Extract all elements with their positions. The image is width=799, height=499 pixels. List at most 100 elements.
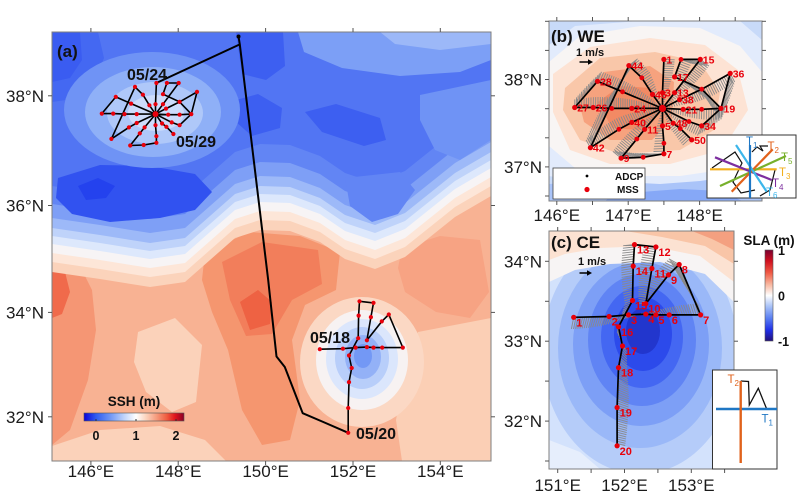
- adcp-velocity-vector: [638, 288, 649, 291]
- mss-station-marker: [128, 143, 133, 148]
- adcp-velocity-vector: [617, 402, 629, 408]
- adcp-velocity-vector: [703, 120, 708, 132]
- adcp-velocity-vector: [622, 253, 634, 257]
- adcp-velocity-vector: [618, 117, 624, 128]
- panel-b-frame: [548, 20, 763, 202]
- lat-tick-label: 34°N: [504, 252, 542, 271]
- adcp-velocity-vector: [589, 130, 595, 140]
- adcp-velocity-vector: [678, 132, 686, 140]
- adcp-velocity-vector: [671, 125, 677, 131]
- adcp-velocity-vector: [621, 258, 634, 261]
- mss-station-marker: [368, 315, 373, 320]
- adcp-velocity-vector: [677, 117, 682, 124]
- adcp-velocity-vector: [620, 116, 626, 127]
- adcp-velocity-vector: [676, 69, 687, 75]
- adcp-velocity-vector: [716, 111, 718, 123]
- adcp-velocity-vector: [675, 116, 680, 122]
- station-label: 13: [637, 245, 649, 257]
- station-label: 8: [682, 265, 688, 277]
- lon-tick-label: 146°E: [68, 462, 115, 481]
- adcp-velocity-vector: [577, 95, 579, 105]
- adcp-velocity-vector: [648, 83, 655, 89]
- adcp-velocity-vector: [613, 149, 623, 157]
- station-label: 42: [593, 143, 605, 155]
- adcp-velocity-vector: [616, 436, 627, 440]
- mss-station-marker: [141, 142, 146, 148]
- adcp-velocity-vector: [678, 87, 686, 93]
- station-label: 40: [634, 117, 646, 129]
- sla-contour-band: [549, 440, 600, 469]
- ssh-colorbar-scale: [83, 412, 185, 422]
- adcp-velocity-vector: [643, 119, 650, 125]
- adcp-velocity-vector: [616, 427, 628, 431]
- mss-station-marker: [639, 75, 645, 81]
- adcp-velocity-vector: [596, 316, 601, 327]
- station-label: 28: [600, 76, 612, 88]
- adcp-velocity-vector: [617, 384, 629, 391]
- mss-station-marker: [618, 155, 624, 161]
- transect-letter: T: [779, 167, 786, 179]
- adcp-velocity-vector: [589, 136, 595, 146]
- adcp-velocity-vector: [687, 74, 697, 82]
- mss-station-marker: [606, 313, 612, 320]
- adcp-velocity-vector: [714, 113, 717, 125]
- adcp-velocity-vector: [622, 246, 635, 249]
- adcp-velocity-vector: [727, 82, 733, 92]
- ssh-colorbar-ticks: 0 1 2: [93, 419, 180, 443]
- adcp-velocity-vector: [611, 120, 618, 131]
- adcp-velocity-vector: [682, 120, 688, 128]
- sla-colorbar-scale: [764, 249, 774, 342]
- adcp-velocity-vector: [714, 101, 717, 113]
- adcp-velocity-vector: [624, 151, 635, 159]
- mss-station-marker: [371, 300, 376, 305]
- colorbar-tick-label: -1: [778, 335, 789, 349]
- adcp-velocity-vector: [616, 413, 629, 419]
- adcp-velocity-vector: [638, 286, 649, 289]
- adcp-velocity-vector: [630, 60, 640, 68]
- adcp-velocity-vector: [638, 279, 650, 283]
- adcp-velocity-vector: [623, 290, 633, 295]
- mss-station-marker: [176, 80, 181, 86]
- station-label: 5: [658, 315, 664, 327]
- adcp-velocity-vector: [679, 118, 684, 125]
- sla-contour-band: [549, 231, 734, 282]
- adcp-velocity-vector: [641, 259, 654, 262]
- adcp-velocity-vector: [676, 131, 684, 138]
- adcp-velocity-vector: [699, 89, 705, 100]
- adcp-velocity-vector: [626, 152, 637, 158]
- transect-index: 3: [786, 172, 791, 181]
- adcp-velocity-vector: [707, 117, 711, 129]
- adcp-velocity-vector: [590, 316, 595, 328]
- transect-letter: T: [728, 374, 735, 386]
- adcp-velocity-vector: [620, 140, 630, 149]
- adcp-velocity-vector: [617, 393, 629, 400]
- station-label: 3: [665, 88, 671, 100]
- adcp-velocity-vector: [596, 117, 601, 128]
- adcp-velocity-vector: [641, 110, 645, 117]
- mss-station-marker: [356, 336, 361, 341]
- adcp-velocity-vector: [682, 137, 691, 146]
- adcp-velocity-vector: [649, 281, 661, 287]
- adcp-velocity-vector: [607, 75, 613, 86]
- adcp-velocity-vector: [617, 389, 629, 395]
- adcp-velocity-vector: [591, 126, 597, 136]
- adcp-velocity-vector: [728, 77, 734, 87]
- adcp-velocity-vector: [638, 291, 648, 294]
- mss-station-marker: [615, 324, 622, 330]
- cruise-tracks: [99, 34, 405, 435]
- adcp-velocity-vector: [666, 260, 678, 267]
- adcp-velocity-vector: [617, 398, 629, 404]
- mss-station-marker: [661, 140, 667, 146]
- mss-station-marker: [349, 365, 354, 371]
- ssh-contour-band: [236, 32, 285, 80]
- station-label: 18: [621, 368, 633, 380]
- lat-tick-label: 32°N: [504, 412, 542, 431]
- adcp-velocity-vector: [622, 284, 633, 288]
- transect-inset-ce: T2 T1: [712, 369, 778, 470]
- adcp-velocity-vector: [622, 251, 635, 254]
- ssh-contour-band: [380, 32, 491, 50]
- adcp-velocity-vector: [616, 418, 628, 423]
- adcp-velocity-vector: [575, 317, 579, 329]
- adcp-velocity-vector: [639, 268, 652, 272]
- mss-station-marker: [353, 345, 358, 350]
